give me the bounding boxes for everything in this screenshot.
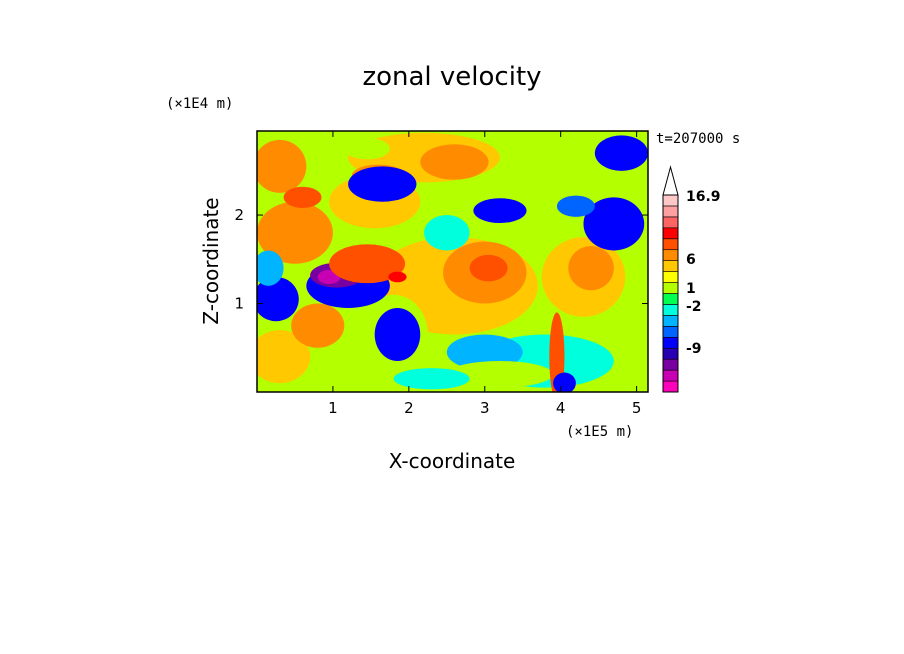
x-tick-label: 4: [556, 399, 566, 417]
contour-region: [553, 372, 576, 392]
colorbar-frame: [662, 194, 679, 393]
contour-region: [583, 197, 645, 251]
contour-region: [473, 198, 527, 224]
colorbar-segment: [662, 249, 679, 261]
x-axis-ticks: 1 2 3 4 5: [328, 131, 641, 417]
chart-title: zonal velocity: [362, 62, 541, 92]
contour-region: [329, 244, 406, 284]
colorbar-segment: [662, 227, 679, 240]
x-tick-label: 2: [404, 399, 414, 417]
contour-region: [556, 195, 595, 217]
contour-region: [344, 138, 390, 160]
colorbar-tick-label: 6: [686, 252, 696, 268]
y-tick-label: 1: [234, 295, 244, 313]
colorbar-tick-label: -2: [686, 299, 702, 315]
contour-region: [257, 201, 333, 264]
contour-region: [424, 215, 470, 251]
contour-region: [257, 250, 284, 286]
colorbar-tick-label: 16.9: [686, 189, 721, 205]
contour-region: [388, 271, 407, 283]
x-tick-label: 5: [632, 399, 642, 417]
contour-region: [257, 330, 311, 384]
x-tick-label: 1: [328, 399, 338, 417]
contour-region: [469, 254, 508, 282]
colorbar-segment: [662, 293, 679, 305]
colorbar-segment: [662, 347, 679, 360]
contour-region: [446, 361, 554, 388]
colorbar-segment: [662, 271, 679, 283]
colorbar-extend-arrow: [662, 165, 679, 196]
colorbar: [662, 165, 679, 393]
contour-region: [348, 166, 417, 202]
colorbar-segment: [662, 336, 679, 349]
y-unit-label: (×1E4 m): [166, 96, 233, 112]
contour-region: [568, 246, 614, 291]
colorbar-segment: [662, 304, 679, 316]
contour-region: [283, 186, 322, 208]
colorbar-segment: [662, 369, 679, 382]
time-label: t=207000 s: [656, 131, 740, 147]
colorbar-segment: [662, 358, 679, 371]
y-axis-ticks: 12: [234, 206, 648, 313]
colorbar-segment: [662, 315, 679, 327]
contour-region: [549, 312, 565, 392]
contour-region: [393, 368, 470, 390]
colorbar-tick-labels: 16.9 6 1 -2 -9: [686, 189, 721, 357]
colorbar-tick-label: -9: [686, 341, 702, 357]
colorbar-segment: [662, 260, 679, 272]
colorbar-tick-label: 1: [686, 281, 696, 297]
colorbar-segment: [662, 216, 679, 229]
contour-region: [420, 144, 489, 180]
x-unit-label: (×1E5 m): [566, 424, 633, 440]
colorbar-segment: [662, 194, 679, 207]
colorbar-segment: [662, 380, 679, 393]
contour-region: [374, 307, 421, 362]
x-tick-label: 3: [480, 399, 490, 417]
contour-region: [594, 135, 648, 171]
colorbar-segment: [662, 282, 679, 294]
colorbar-segment: [662, 238, 679, 251]
contour-region: [446, 334, 523, 370]
plot-area: [256, 130, 649, 393]
plot-frame: [256, 130, 649, 393]
contour-region: [291, 303, 345, 348]
colorbar-segment: [662, 326, 679, 338]
contour-region: [257, 139, 307, 193]
colorbar-segment: [662, 205, 679, 218]
y-axis-label: Z-coordinate: [199, 197, 223, 324]
contour-region: [257, 276, 299, 322]
x-axis-label: X-coordinate: [389, 449, 516, 473]
y-tick-label: 2: [234, 206, 244, 224]
contour-regions: [257, 132, 648, 392]
